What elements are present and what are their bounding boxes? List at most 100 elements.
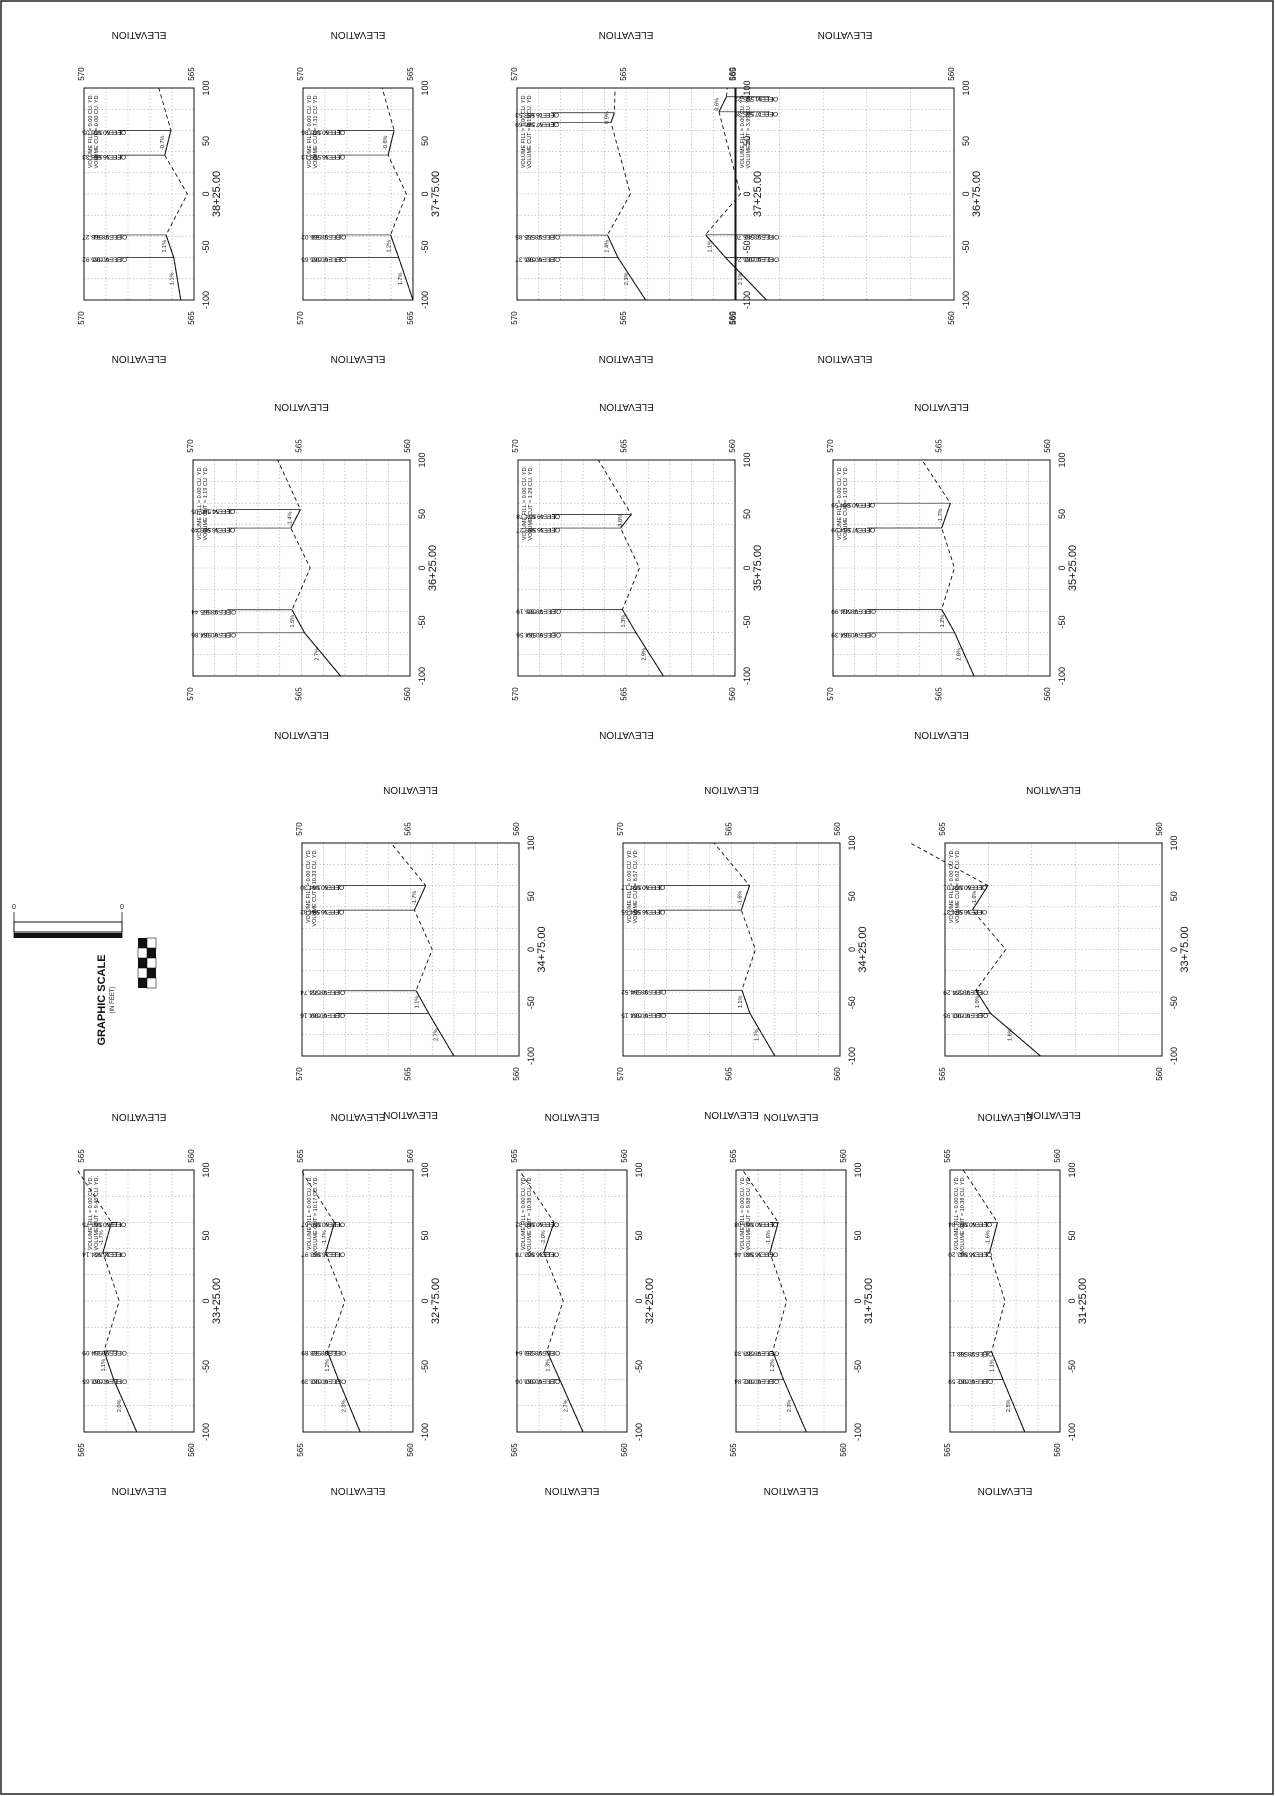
proposed-grade-line (991, 1351, 1004, 1380)
scale-checker (137, 947, 148, 959)
offset-tick-label: -100 (1057, 667, 1067, 685)
elevation-axis-label: ELEVATION (274, 401, 329, 412)
slope-label: -1.7% (322, 1230, 328, 1244)
scale-checker (146, 957, 157, 969)
volume-fill-text: VOLUME FILL = 0.00 CU. YD. (197, 466, 203, 541)
proposed-grade-line (398, 257, 414, 301)
volume-cut-text: VOLUME CUT = 7.31 CU. YD. (313, 94, 319, 169)
section-35+25.00: -100 -50 0 50 100 35+25.00 570 570 565 565 560 560 E… (826, 401, 1079, 740)
proposed-grade-line (428, 1013, 455, 1057)
proposed-grade-line (621, 609, 637, 634)
proposed-grade-line (325, 1222, 335, 1253)
elevation-axis-label: ELEVATION (978, 1485, 1033, 1496)
elevation-callout: ELEV. 565.19 (516, 608, 556, 615)
station-label: 31+75.00 (863, 1278, 875, 1324)
offset-tick-label: 50 (420, 136, 430, 146)
elevation-tick-label: 570 (510, 311, 519, 325)
proposed-grade-line (413, 885, 427, 911)
offset-callout: OFF. 60.00 (94, 128, 127, 135)
offset-tick-label: 0 (1057, 565, 1067, 570)
elevation-callout: ELEV. 564.37 (943, 908, 983, 915)
slope-label: 1.3% (545, 1359, 551, 1372)
station-label: 34+25.00 (857, 926, 869, 972)
elevation-callout: ELEV. 566.13 (301, 153, 341, 160)
slope-label: 1.5% (290, 615, 296, 628)
offset-tick-label: 0 (847, 947, 857, 952)
slope-label: 0.6% (715, 98, 721, 111)
elevation-callout: ELEV. 565.24 (734, 256, 774, 263)
proposed-grade-line (173, 257, 182, 301)
offset-tick-label: 50 (1057, 509, 1067, 519)
offset-callout: OFF. 36.89 (313, 1251, 346, 1258)
volume-cut-text: VOLUME CUT = 3.99 CU. YD. (746, 94, 752, 169)
offset-tick-label: -100 (634, 1423, 644, 1441)
offset-callout: OFF. 36.92 (94, 1251, 127, 1258)
offset-tick-label: -100 (847, 1047, 857, 1065)
slope-label: -2.0% (541, 1230, 547, 1244)
elevation-callout: ELEV. 566.02 (301, 233, 341, 240)
elevation-callout: ELEV. 563.33 (734, 1349, 774, 1356)
elevation-tick-label: 560 (728, 439, 737, 453)
offset-callout: OFF. -60.00 (92, 1378, 127, 1385)
proposed-grade-line (971, 885, 989, 911)
volume-fill-text: VOLUME FILL = 0.00 CU. YD. (521, 1176, 527, 1251)
station-label: 36+25.00 (427, 545, 439, 591)
elevation-axis-label: ELEVATION (599, 401, 654, 412)
offset-tick-label: 50 (201, 1230, 211, 1240)
offset-callout: OFF. -60.00 (525, 1378, 560, 1385)
elevation-callout: ELEV. 563.64 (515, 1349, 555, 1356)
elevation-tick-label: 565 (938, 1067, 947, 1081)
scale-checker (146, 977, 157, 989)
offset-callout: OFF. -38.11 (93, 1349, 127, 1356)
elevation-callout: ELEV. 565.39 (734, 110, 774, 117)
elevation-tick-label: 565 (187, 311, 196, 325)
elevation-tick-label: 560 (728, 67, 737, 81)
slope-label: 1.7% (398, 272, 404, 285)
offset-tick-label: -50 (420, 1360, 430, 1373)
elevation-callout: ELEV. 564.55 (621, 908, 661, 915)
elevation-tick-label: 560 (512, 1067, 521, 1081)
offset-callout: OFF. -38.72 (525, 233, 560, 240)
elevation-tick-label: 570 (77, 311, 86, 325)
slope-label: -0.7% (160, 135, 166, 149)
offset-callout: OFF. -38.27 (953, 988, 988, 995)
proposed-grade-line (337, 1379, 361, 1433)
offset-callout: OFF. 36.98 (203, 526, 236, 533)
elevation-axis-label: ELEVATION (599, 353, 654, 364)
scale-tick-label: 0 (120, 904, 124, 911)
volume-cut-text: VOLUME CUT = 1.29 CU. YD. (528, 466, 534, 541)
elevation-callout: ELEV. 564.39 (831, 631, 871, 638)
volume-cut-text: VOLUME CUT = 4.15 CU. YD. (527, 94, 533, 169)
scale-tick-label: 0 (12, 904, 16, 911)
elevation-callout: ELEV. 563.89 (301, 1349, 341, 1356)
elevation-tick-label: 565 (935, 687, 944, 701)
elevation-callout: ELEV. 563.75 (82, 1220, 122, 1227)
section-frame (949, 1169, 1061, 1433)
offset-tick-label: 0 (961, 191, 971, 196)
proposed-grade-line (975, 989, 991, 1014)
elevation-tick-label: 565 (729, 1149, 738, 1163)
slope-label: 1.2% (325, 1359, 331, 1372)
proposed-grade-line (164, 130, 172, 156)
elevation-axis-label: ELEVATION (331, 1111, 386, 1122)
slope-label: 1.2% (770, 1359, 776, 1372)
offset-tick-label: -50 (1067, 1360, 1077, 1373)
offset-tick-label: -100 (417, 667, 427, 685)
cross-sections: -100 -50 0 50 100 38+25.00 570 570 565 565 ELEVATI… (77, 29, 1191, 1496)
proposed-grade-line (390, 234, 400, 258)
section-32+75.00: -100 -50 0 50 100 32+75.00 565 565 560 560 ELEVATI… (296, 1111, 442, 1496)
elevation-callout: ELEV. 563.95 (943, 1011, 983, 1018)
station-label: 37+75.00 (430, 171, 442, 217)
offset-tick-label: 50 (417, 509, 427, 519)
elevation-tick-label: 565 (406, 67, 415, 81)
slope-label: -1.6% (986, 1230, 992, 1244)
offset-tick-label: -100 (526, 1047, 536, 1065)
elevation-tick-label: 565 (296, 1443, 305, 1457)
elevation-tick-label: 560 (947, 311, 956, 325)
volume-fill-text: VOLUME FILL = 0.00 CU. YD. (627, 849, 633, 924)
elevation-tick-label: 565 (619, 67, 628, 81)
offset-tick-label: -50 (742, 615, 752, 628)
offset-tick-label: 0 (417, 565, 427, 570)
proposed-grade-line (718, 96, 727, 113)
elevation-tick-label: 560 (728, 687, 737, 701)
